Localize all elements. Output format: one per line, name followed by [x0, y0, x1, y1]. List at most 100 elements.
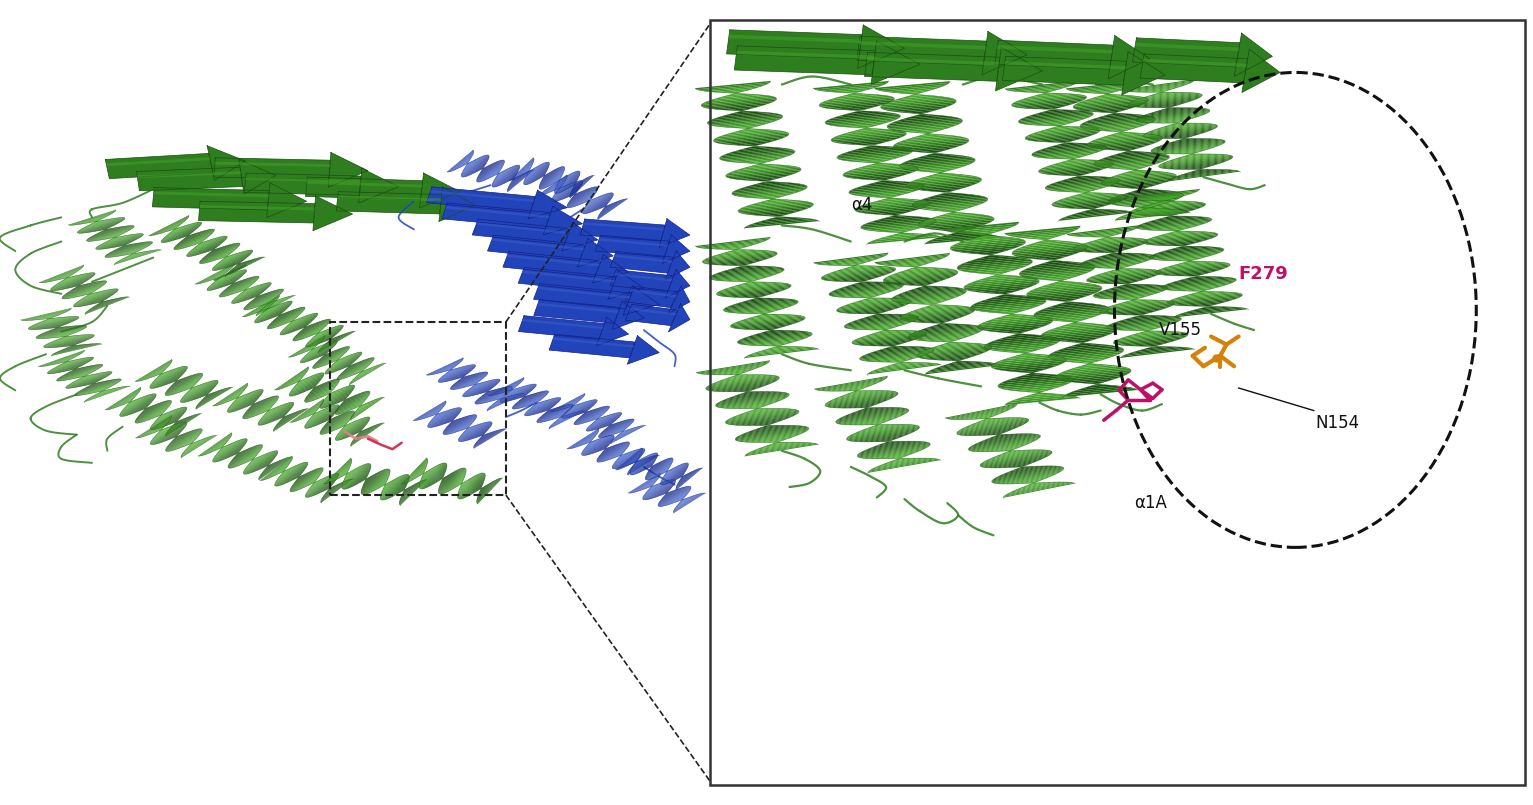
- Polygon shape: [1139, 93, 1187, 99]
- Polygon shape: [745, 182, 791, 188]
- Polygon shape: [892, 96, 941, 101]
- Polygon shape: [44, 317, 54, 319]
- Polygon shape: [173, 229, 213, 249]
- Polygon shape: [1176, 285, 1225, 291]
- Polygon shape: [1082, 88, 1130, 93]
- Polygon shape: [984, 316, 1044, 323]
- Polygon shape: [570, 175, 593, 198]
- Polygon shape: [832, 130, 904, 138]
- Polygon shape: [313, 411, 319, 416]
- Polygon shape: [851, 279, 872, 282]
- Polygon shape: [55, 344, 95, 353]
- Polygon shape: [1069, 192, 1107, 197]
- Polygon shape: [662, 463, 688, 485]
- Polygon shape: [1065, 320, 1084, 322]
- Polygon shape: [946, 224, 1018, 232]
- Polygon shape: [1033, 90, 1056, 93]
- Polygon shape: [707, 86, 762, 92]
- Polygon shape: [440, 365, 457, 373]
- Polygon shape: [1157, 131, 1208, 138]
- Polygon shape: [402, 485, 414, 497]
- Polygon shape: [851, 407, 886, 414]
- Polygon shape: [86, 382, 103, 387]
- Polygon shape: [445, 415, 477, 435]
- Polygon shape: [468, 159, 489, 175]
- Polygon shape: [1157, 144, 1222, 154]
- Polygon shape: [311, 409, 339, 427]
- Polygon shape: [1183, 165, 1214, 169]
- Polygon shape: [745, 408, 771, 412]
- Polygon shape: [724, 299, 797, 309]
- Polygon shape: [259, 303, 291, 323]
- Polygon shape: [547, 171, 564, 187]
- Polygon shape: [552, 394, 586, 412]
- Polygon shape: [583, 411, 590, 415]
- Polygon shape: [1021, 373, 1044, 376]
- Polygon shape: [1095, 234, 1118, 237]
- Polygon shape: [1099, 143, 1154, 150]
- Polygon shape: [118, 243, 129, 247]
- Polygon shape: [451, 371, 471, 381]
- Polygon shape: [1041, 109, 1065, 113]
- Polygon shape: [487, 378, 524, 395]
- Polygon shape: [323, 335, 342, 345]
- Polygon shape: [1038, 162, 1113, 171]
- Polygon shape: [247, 454, 265, 467]
- Polygon shape: [1150, 250, 1223, 259]
- Polygon shape: [254, 301, 290, 322]
- Polygon shape: [756, 217, 803, 223]
- Polygon shape: [558, 415, 566, 419]
- Polygon shape: [621, 431, 624, 432]
- Polygon shape: [442, 469, 466, 494]
- Polygon shape: [645, 458, 670, 479]
- Polygon shape: [507, 388, 520, 394]
- Polygon shape: [765, 197, 780, 200]
- Polygon shape: [604, 205, 609, 208]
- Polygon shape: [291, 374, 314, 391]
- Polygon shape: [855, 182, 915, 188]
- Polygon shape: [152, 423, 179, 440]
- Polygon shape: [277, 368, 308, 390]
- Polygon shape: [175, 378, 201, 394]
- Polygon shape: [1019, 112, 1091, 121]
- Polygon shape: [1004, 483, 1075, 497]
- Polygon shape: [647, 463, 655, 469]
- Polygon shape: [573, 192, 579, 196]
- Polygon shape: [313, 413, 316, 415]
- Polygon shape: [707, 375, 777, 387]
- Polygon shape: [308, 410, 317, 416]
- Polygon shape: [1116, 199, 1179, 206]
- Polygon shape: [250, 457, 254, 461]
- Polygon shape: [254, 301, 293, 323]
- Polygon shape: [584, 438, 601, 448]
- Polygon shape: [1160, 155, 1229, 165]
- Polygon shape: [346, 397, 368, 412]
- Polygon shape: [259, 456, 291, 480]
- Polygon shape: [952, 238, 1024, 246]
- Polygon shape: [661, 463, 687, 485]
- Polygon shape: [150, 423, 182, 443]
- Polygon shape: [983, 442, 1032, 452]
- Polygon shape: [504, 386, 535, 402]
- Polygon shape: [747, 219, 816, 227]
- Polygon shape: [74, 289, 118, 307]
- Polygon shape: [1142, 114, 1206, 122]
- Polygon shape: [1087, 270, 1160, 280]
- Polygon shape: [1041, 312, 1105, 320]
- Polygon shape: [86, 297, 126, 312]
- Polygon shape: [469, 159, 489, 175]
- Polygon shape: [350, 364, 383, 384]
- Polygon shape: [340, 419, 369, 440]
- Polygon shape: [420, 173, 460, 208]
- Polygon shape: [342, 423, 350, 429]
- Polygon shape: [1151, 251, 1223, 260]
- Polygon shape: [80, 375, 89, 378]
- Polygon shape: [572, 192, 576, 196]
- Polygon shape: [239, 287, 250, 292]
- Polygon shape: [567, 187, 598, 208]
- Polygon shape: [1026, 129, 1099, 138]
- Polygon shape: [540, 172, 546, 179]
- Polygon shape: [733, 282, 771, 287]
- Polygon shape: [400, 481, 423, 503]
- Polygon shape: [90, 229, 132, 242]
